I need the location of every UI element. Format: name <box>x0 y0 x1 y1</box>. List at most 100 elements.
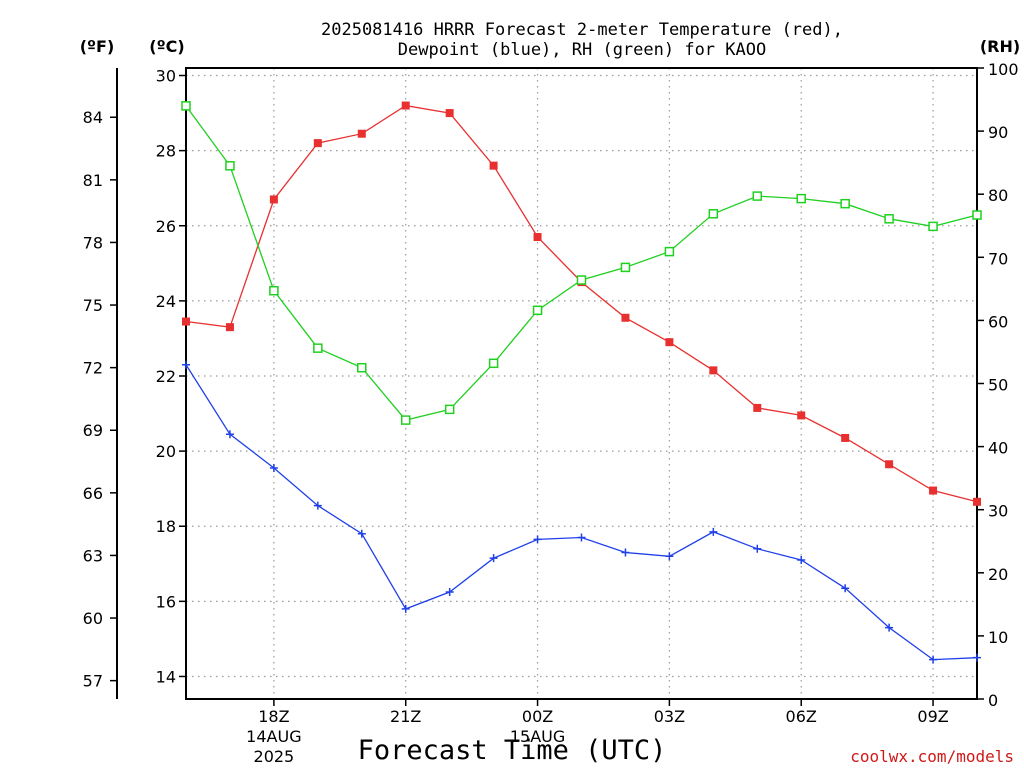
rh-point <box>708 209 719 219</box>
dewpoint-point <box>973 653 981 662</box>
dewpoint-point <box>445 587 454 596</box>
dewpoint-point <box>269 464 278 473</box>
temperature-point <box>929 486 938 495</box>
celsius-tick-label: 30 <box>156 67 176 86</box>
x-axis-title: Forecast Time (UTC) <box>358 735 667 766</box>
temperature-point <box>182 317 190 326</box>
fahrenheit-axis: 57 60 63 66 69 72 75 78 81 84 <box>83 68 118 699</box>
rh-tick-label: 50 <box>988 376 1008 395</box>
temperature-point <box>885 460 894 469</box>
time-tick-label: 06Z <box>786 707 817 726</box>
dewpoint-point <box>621 548 630 557</box>
temperature-point <box>269 195 278 204</box>
temperature-point <box>357 129 366 138</box>
celsius-tick-label: 22 <box>156 367 176 386</box>
fahrenheit-tick-label: 75 <box>83 296 103 315</box>
celsius-unit-label: (ºC) <box>149 37 184 56</box>
rh-tick-label: 70 <box>988 249 1008 268</box>
rh-tick-label: 40 <box>988 439 1008 458</box>
dewpoint-point <box>577 533 586 542</box>
dewpoint-point <box>929 655 938 664</box>
celsius-tick-label: 14 <box>156 667 176 686</box>
rh-point <box>972 210 982 220</box>
chart-title-line1: 2025081416 HRRR Forecast 2-meter Tempera… <box>321 20 843 40</box>
temperature-point <box>841 433 850 442</box>
rh-point <box>225 161 235 171</box>
celsius-tick-label: 18 <box>156 517 176 536</box>
dewpoint-point <box>401 604 410 613</box>
time-tick-label: 03Z <box>654 707 685 726</box>
time-tick-label: 21Z <box>390 707 421 726</box>
rh-point <box>488 358 499 369</box>
temperature-point <box>709 366 718 375</box>
celsius-tick-label: 28 <box>156 142 176 161</box>
rh-point <box>576 275 587 285</box>
celsius-tick-label: 26 <box>156 217 176 236</box>
dewpoint-point <box>533 535 542 544</box>
dewpoint-point <box>313 501 322 510</box>
chart-title-line2: Dewpoint (blue), RH (green) for KAOO <box>398 40 766 60</box>
fahrenheit-tick-label: 81 <box>83 171 103 190</box>
temperature-point <box>489 161 498 170</box>
temperature-point <box>401 101 410 110</box>
temperature-point <box>225 323 234 332</box>
rh-tick-label: 0 <box>988 691 998 710</box>
rh-point <box>357 362 367 373</box>
rh-point <box>928 221 938 232</box>
temperature-point <box>533 233 542 242</box>
plot-frame <box>185 67 978 700</box>
celsius-tick-label: 16 <box>156 592 176 611</box>
rh-point <box>752 191 763 201</box>
temperature-point <box>797 411 806 420</box>
rh-tick-label: 90 <box>988 123 1008 142</box>
celsius-axis: 14 16 18 20 22 24 26 28 30 <box>156 67 186 686</box>
temperature-point <box>665 338 674 347</box>
rh-point <box>796 193 806 204</box>
rh-axis: 0 10 20 30 40 50 60 70 80 90 100 <box>977 60 1019 710</box>
temperature-point <box>973 497 981 506</box>
credit-text: coolwx.com/models <box>850 747 1014 766</box>
time-tick-label: 09Z <box>917 707 948 726</box>
fahrenheit-unit-label: (ºF) <box>80 37 115 56</box>
grid-lines <box>186 68 977 699</box>
rh-point <box>664 246 675 257</box>
temperature-line <box>185 104 978 503</box>
rh-point <box>181 101 191 111</box>
rh-point <box>884 214 894 224</box>
rh-point <box>269 285 279 296</box>
dewpoint-point <box>841 584 850 593</box>
temperature-point <box>753 403 762 412</box>
dewpoint-point <box>182 360 190 369</box>
rh-line <box>185 105 978 421</box>
rh-point <box>313 343 323 353</box>
rh-tick-label: 60 <box>988 312 1008 331</box>
rh-tick-label: 10 <box>988 628 1008 647</box>
rh-tick-label: 80 <box>988 186 1008 205</box>
celsius-tick-label: 20 <box>156 442 176 461</box>
temperature-point <box>445 109 454 118</box>
celsius-tick-label: 24 <box>156 292 176 311</box>
dewpoint-point <box>665 552 674 561</box>
fahrenheit-tick-label: 72 <box>83 359 103 378</box>
rh-point <box>620 262 631 273</box>
fahrenheit-tick-label: 78 <box>83 233 103 252</box>
data-series <box>181 101 982 664</box>
temperature-point <box>621 313 630 322</box>
dewpoint-line <box>185 364 978 661</box>
fahrenheit-tick-label: 63 <box>83 546 103 565</box>
fahrenheit-tick-label: 66 <box>83 484 103 503</box>
rh-tick-label: 20 <box>988 565 1008 584</box>
dewpoint-point <box>357 529 366 538</box>
dewpoint-point <box>709 527 718 536</box>
time-year-label: 2025 <box>254 747 295 766</box>
rh-unit-label: (RH) <box>980 37 1020 56</box>
dewpoint-point <box>885 623 894 632</box>
time-tick-label: 00Z <box>522 707 553 726</box>
rh-point <box>840 198 850 209</box>
fahrenheit-tick-label: 69 <box>83 421 103 440</box>
rh-tick-label: 100 <box>988 60 1019 79</box>
dewpoint-point <box>225 430 234 439</box>
rh-point <box>444 404 455 415</box>
rh-point <box>532 305 543 316</box>
